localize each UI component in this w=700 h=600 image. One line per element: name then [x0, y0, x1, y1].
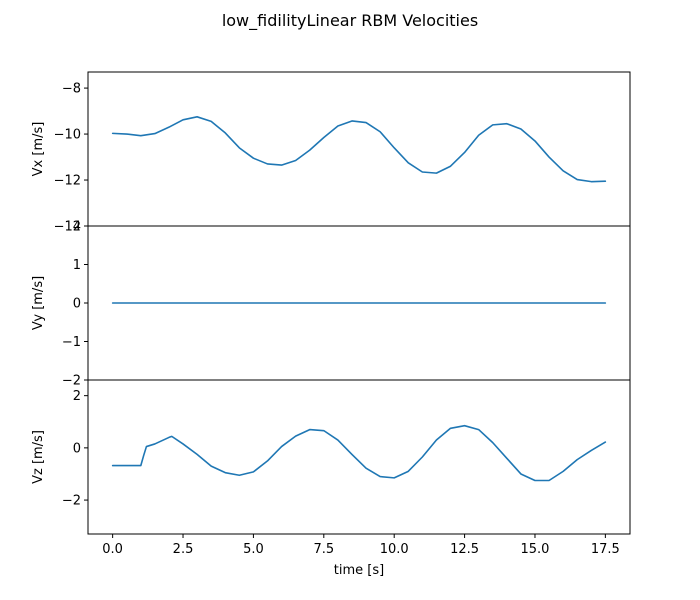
y-tick-label: 0	[73, 297, 81, 312]
x-axis-label: time [s]	[334, 563, 384, 578]
series-line-1	[111, 116, 607, 183]
x-tick-label: 7.5	[313, 542, 334, 557]
chart-title: low_fidilityLinear RBM Velocities	[222, 11, 478, 31]
y-axis-label-3: Vz [m/s]	[31, 430, 46, 484]
y-tick-label: 2	[73, 220, 81, 235]
x-tick-label: 12.5	[450, 542, 479, 557]
plot-frame-3	[87, 379, 631, 535]
y-axis-label-1: Vx [m/s]	[31, 122, 46, 177]
y-tick-label: 2	[73, 389, 81, 404]
y-tick-label: 1	[73, 258, 81, 273]
y-tick-label: −2	[62, 494, 81, 509]
x-tick-label: 2.5	[173, 542, 194, 557]
x-tick-label: 17.5	[591, 542, 620, 557]
y-tick-label: −1	[62, 335, 81, 350]
subplot-1: −14 −12 −10 −8 Vx [m/s]	[31, 71, 631, 235]
subplot-2: −2 −1 0 1 2 Vy [m/s]	[31, 220, 631, 389]
x-tick-label: 5.0	[243, 542, 264, 557]
x-tick-label: 10.0	[380, 542, 409, 557]
x-tick-label: 15.0	[520, 542, 549, 557]
y-tick-label: 0	[73, 441, 81, 456]
y-axis-label-2: Vy [m/s]	[31, 276, 46, 330]
y-tick-label: −14	[54, 220, 81, 235]
subplot-3: −2 0 2 Vz [m/s] 0.0 2.5 5.0 7.5 10.0 12.5 15.0 17.5	[31, 379, 631, 557]
y-tick-label: −12	[54, 174, 81, 189]
series-line-3	[111, 424, 607, 482]
plot-frame-1	[87, 71, 631, 227]
x-tick-label: 0.0	[102, 542, 123, 557]
y-tick-label: −2	[62, 374, 81, 389]
y-tick-label: −8	[62, 82, 81, 97]
y-tick-label: −10	[54, 128, 81, 143]
